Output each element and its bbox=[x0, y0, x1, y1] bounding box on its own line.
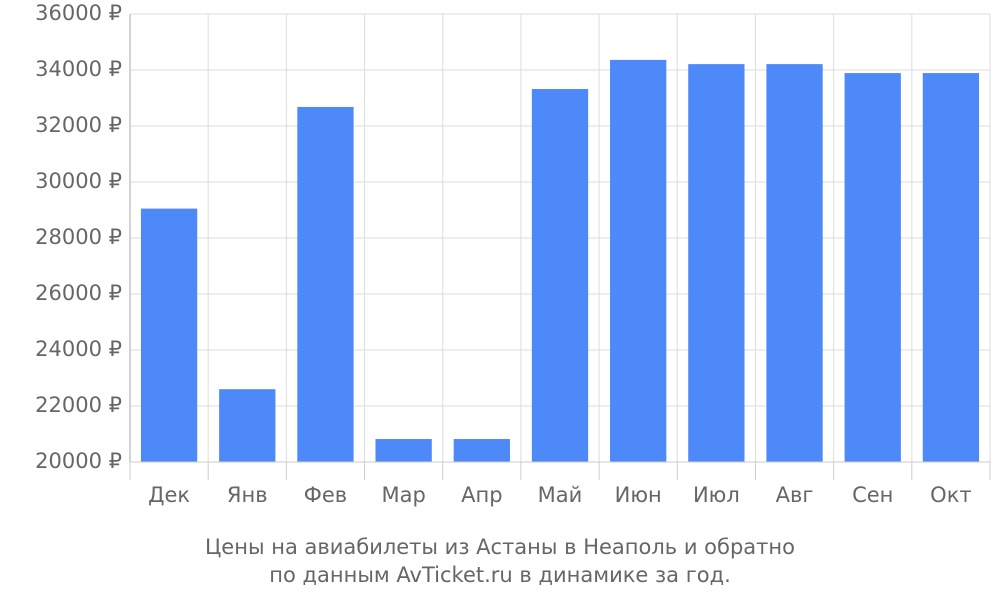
bar bbox=[610, 59, 667, 463]
y-tick-label: 34000 ₽ bbox=[35, 57, 122, 81]
bar bbox=[531, 89, 589, 462]
bar bbox=[375, 439, 432, 462]
x-tick-label: Мар bbox=[381, 483, 425, 507]
y-tick-label: 24000 ₽ bbox=[35, 337, 122, 361]
x-tick-label: Май bbox=[538, 483, 583, 507]
x-tick-label: Июн bbox=[615, 483, 662, 507]
bar bbox=[922, 73, 980, 462]
bar bbox=[766, 64, 823, 463]
chart-title: Цены на авиабилеты из Астаны в Неаполь и… bbox=[205, 535, 795, 559]
x-tick-label: Авг bbox=[776, 483, 814, 507]
y-tick-label: 32000 ₽ bbox=[35, 113, 122, 137]
x-tick-label: Фев bbox=[304, 483, 347, 507]
x-tick-label: Апр bbox=[461, 483, 502, 507]
x-tick-label: Окт bbox=[930, 483, 971, 507]
y-tick-label: 30000 ₽ bbox=[35, 169, 122, 193]
x-tick-label: Июл bbox=[693, 483, 740, 507]
y-tick-label: 28000 ₽ bbox=[35, 225, 122, 249]
y-tick-label: 20000 ₽ bbox=[35, 449, 122, 473]
y-tick-label: 26000 ₽ bbox=[35, 281, 122, 305]
bar bbox=[219, 389, 276, 462]
x-tick-label: Сен bbox=[852, 483, 893, 507]
y-tick-label: 22000 ₽ bbox=[35, 393, 122, 417]
chart-title: по данным AvTicket.ru в динамике за год. bbox=[269, 563, 731, 587]
x-tick-label: Дек bbox=[148, 483, 190, 507]
bar bbox=[140, 208, 198, 462]
y-tick-label: 36000 ₽ bbox=[35, 1, 122, 25]
bar bbox=[453, 439, 510, 462]
bar bbox=[688, 64, 745, 463]
x-tick-label: Янв bbox=[227, 483, 268, 507]
bar bbox=[844, 73, 901, 462]
bar bbox=[297, 106, 354, 463]
